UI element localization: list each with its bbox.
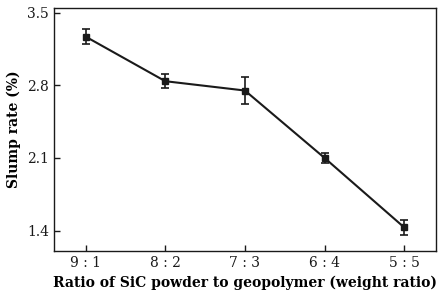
Y-axis label: Slump rate (%): Slump rate (%)	[7, 71, 21, 188]
X-axis label: Ratio of SiC powder to geopolymer (weight ratio): Ratio of SiC powder to geopolymer (weigh…	[53, 276, 437, 290]
